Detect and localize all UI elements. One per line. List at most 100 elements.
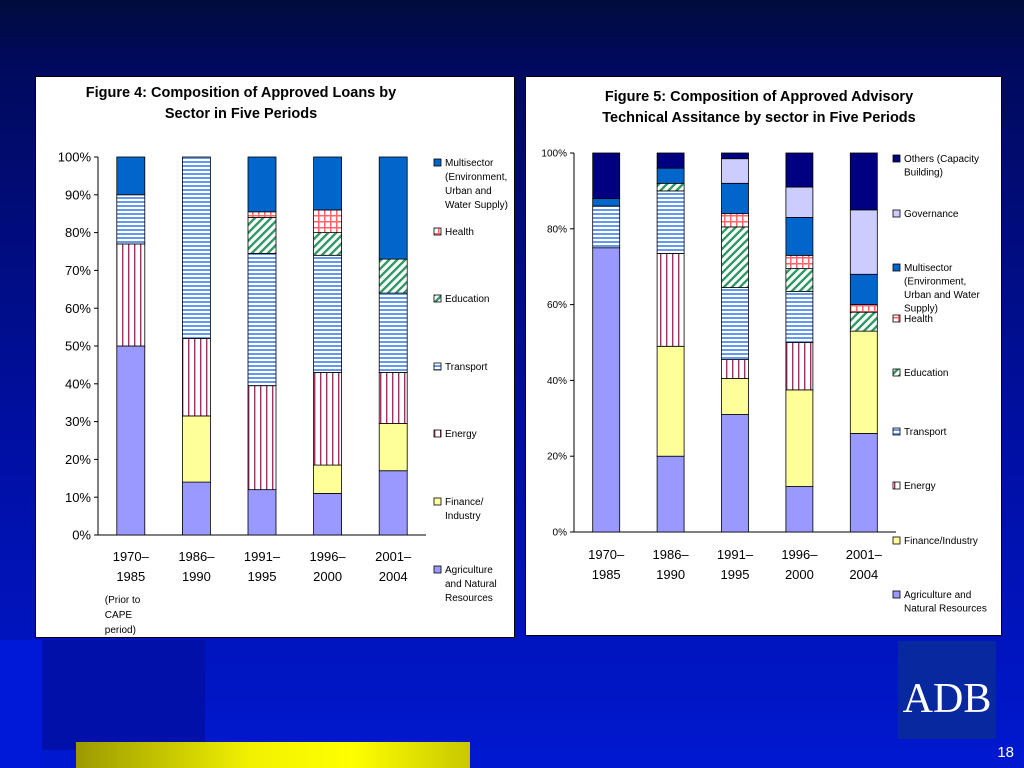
legend-label-finance-industry: Industry	[445, 511, 481, 522]
legend-swatch-energy	[892, 481, 901, 490]
bar-segment-multisector-environment-urban-and-water-supply-1970-1985	[116, 156, 146, 196]
legend-label-others-capacity-building: Building)	[904, 168, 943, 179]
bar-segment-finance-industry-1986-1990	[656, 345, 685, 457]
bar-segment-governance-1991-1995	[721, 158, 749, 184]
bar-segment-finance-industry-1996-2000	[313, 464, 343, 494]
y-tick-label: 50%	[65, 339, 91, 354]
bar-segment-energy-1986-1990	[181, 338, 211, 417]
legend-swatch-governance	[892, 209, 901, 218]
bar-segment-education-1991-1995	[721, 226, 749, 288]
legend-label-finance-industry: Finance/	[445, 497, 484, 508]
chart-title-line-2: Sector in Five Periods	[165, 106, 317, 122]
bar-segment-transport-1991-1995	[247, 252, 277, 387]
legend-label-governance: Governance	[904, 209, 959, 220]
bar-segment-energy-1991-1995	[247, 385, 277, 491]
bar-segment-finance-industry-2001-2004	[849, 330, 878, 434]
y-tick-label: 40%	[547, 376, 567, 387]
bar-segment-education-1996-2000	[785, 268, 814, 292]
legend-swatch-transport	[433, 362, 442, 371]
x-tick-label-2001-2004: 2004	[379, 569, 408, 584]
bar-segment-agriculture-and-natural-resources-2001-2004	[849, 433, 878, 533]
bar-segment-agriculture-and-natural-resources-1986-1990	[181, 481, 211, 536]
legend-label-energy: Energy	[904, 481, 936, 492]
bar-segment-education-2001-2004	[849, 311, 878, 332]
bar-segment-transport-2001-2004	[378, 292, 408, 373]
legend-label-multisector-environment-urban-and-water-supply: Supply)	[904, 304, 938, 315]
x-tick-label-1986-1990: 1986–	[653, 547, 690, 562]
slide-number: 18	[997, 744, 1014, 761]
y-tick-label: 30%	[65, 414, 91, 429]
bar-segment-agriculture-and-natural-resources-1970-1985	[592, 247, 621, 533]
legend-label-energy: Energy	[445, 429, 477, 440]
legend-label-health: Health	[904, 314, 933, 325]
bar-segment-agriculture-and-natural-resources-1970-1985	[116, 345, 146, 536]
legend-swatch-multisector-environment-urban-and-water-supply	[433, 158, 442, 167]
bar-segment-agriculture-and-natural-resources-1991-1995	[247, 489, 277, 536]
category-note: period)	[105, 625, 136, 636]
bar-segment-energy-1996-2000	[313, 372, 343, 466]
bar-segment-education-1986-1990	[656, 182, 685, 192]
bar-segment-multisector-environment-urban-and-water-supply-1996-2000	[785, 217, 814, 256]
category-note: (Prior to	[105, 595, 141, 606]
x-tick-label-1996-2000: 1996–	[781, 547, 818, 562]
bar-segment-multisector-environment-urban-and-water-supply-1991-1995	[247, 156, 277, 213]
bar-segment-multisector-environment-urban-and-water-supply-2001-2004	[378, 156, 408, 260]
chart-title-line-2: Technical Assitance by sector in Five Pe…	[602, 110, 915, 126]
bar-segment-finance-industry-1996-2000	[785, 389, 814, 487]
bar-segment-agriculture-and-natural-resources-2001-2004	[378, 470, 408, 536]
bar-segment-finance-industry-1986-1990	[181, 415, 211, 483]
legend-label-transport: Transport	[904, 427, 947, 438]
bar-segment-education-1996-2000	[313, 232, 343, 256]
figure-5-chart: Figure 5: Composition of Approved Adviso…	[541, 89, 986, 615]
legend-swatch-finance-industry	[892, 536, 901, 545]
x-tick-label-1986-1990: 1986–	[178, 549, 215, 564]
x-tick-label-1970-1985: 1970–	[113, 549, 150, 564]
chart-title-line-1: Figure 5: Composition of Approved Adviso…	[605, 89, 913, 105]
legend-label-education: Education	[445, 294, 489, 305]
bar-segment-transport-1986-1990	[656, 190, 685, 254]
x-tick-label-1996-2000: 1996–	[310, 549, 347, 564]
legend-label-multisector-environment-urban-and-water-supply: Water Supply)	[445, 200, 508, 211]
adb-logo: ADB	[898, 641, 996, 739]
legend-label-finance-industry: Finance/Industry	[904, 536, 978, 547]
legend-label-multisector-environment-urban-and-water-supply: Urban and	[445, 186, 492, 197]
bar-segment-multisector-environment-urban-and-water-supply-1991-1995	[721, 182, 749, 215]
background-decoration-strip	[0, 640, 42, 768]
figure-4-panel: Figure 4: Composition of Approved Loans …	[35, 76, 515, 638]
y-tick-label: 40%	[65, 376, 91, 391]
x-tick-label-2001-2004: 2004	[849, 567, 878, 582]
legend-swatch-agriculture-and-natural-resources	[892, 590, 901, 599]
y-tick-label: 100%	[58, 150, 92, 165]
bar-segment-health-1996-2000	[313, 209, 343, 233]
y-tick-label: 100%	[541, 149, 567, 160]
y-tick-label: 60%	[65, 301, 91, 316]
background-decoration-block	[42, 640, 205, 750]
x-tick-label-1991-1995: 1991–	[717, 547, 754, 562]
bar-segment-energy-1986-1990	[656, 253, 685, 347]
legend-label-agriculture-and-natural-resources: Agriculture	[445, 565, 493, 576]
bottom-accent-bar	[76, 742, 470, 768]
legend-label-multisector-environment-urban-and-water-supply: Multisector	[445, 158, 494, 169]
y-tick-label: 90%	[65, 187, 91, 202]
bar-segment-transport-1996-2000	[313, 254, 343, 373]
x-tick-label-1986-1990: 1990	[656, 567, 685, 582]
x-tick-label-1996-2000: 2000	[785, 567, 814, 582]
legend-label-transport: Transport	[445, 362, 488, 373]
x-tick-label-1970-1985: 1970–	[588, 547, 625, 562]
y-tick-label: 10%	[65, 490, 91, 505]
legend-swatch-energy	[433, 429, 442, 438]
bar-segment-multisector-environment-urban-and-water-supply-1970-1985	[592, 198, 621, 207]
bar-segment-others-capacity-building-2001-2004	[849, 152, 878, 211]
bar-segment-energy-2001-2004	[378, 372, 408, 424]
legend-label-others-capacity-building: Others (Capacity	[904, 154, 979, 165]
bar-segment-multisector-environment-urban-and-water-supply-2001-2004	[849, 273, 878, 305]
y-tick-label: 60%	[547, 300, 567, 311]
bar-segment-transport-1970-1985	[592, 205, 621, 249]
bar-segment-health-1991-1995	[247, 211, 277, 218]
x-tick-label-2001-2004: 2001–	[375, 549, 412, 564]
bar-segment-finance-industry-2001-2004	[378, 423, 408, 472]
bar-segment-agriculture-and-natural-resources-1991-1995	[721, 414, 749, 533]
x-tick-label-2001-2004: 2001–	[846, 547, 883, 562]
bar-segment-finance-industry-1991-1995	[721, 378, 749, 415]
bar-segment-health-1996-2000	[785, 254, 814, 269]
